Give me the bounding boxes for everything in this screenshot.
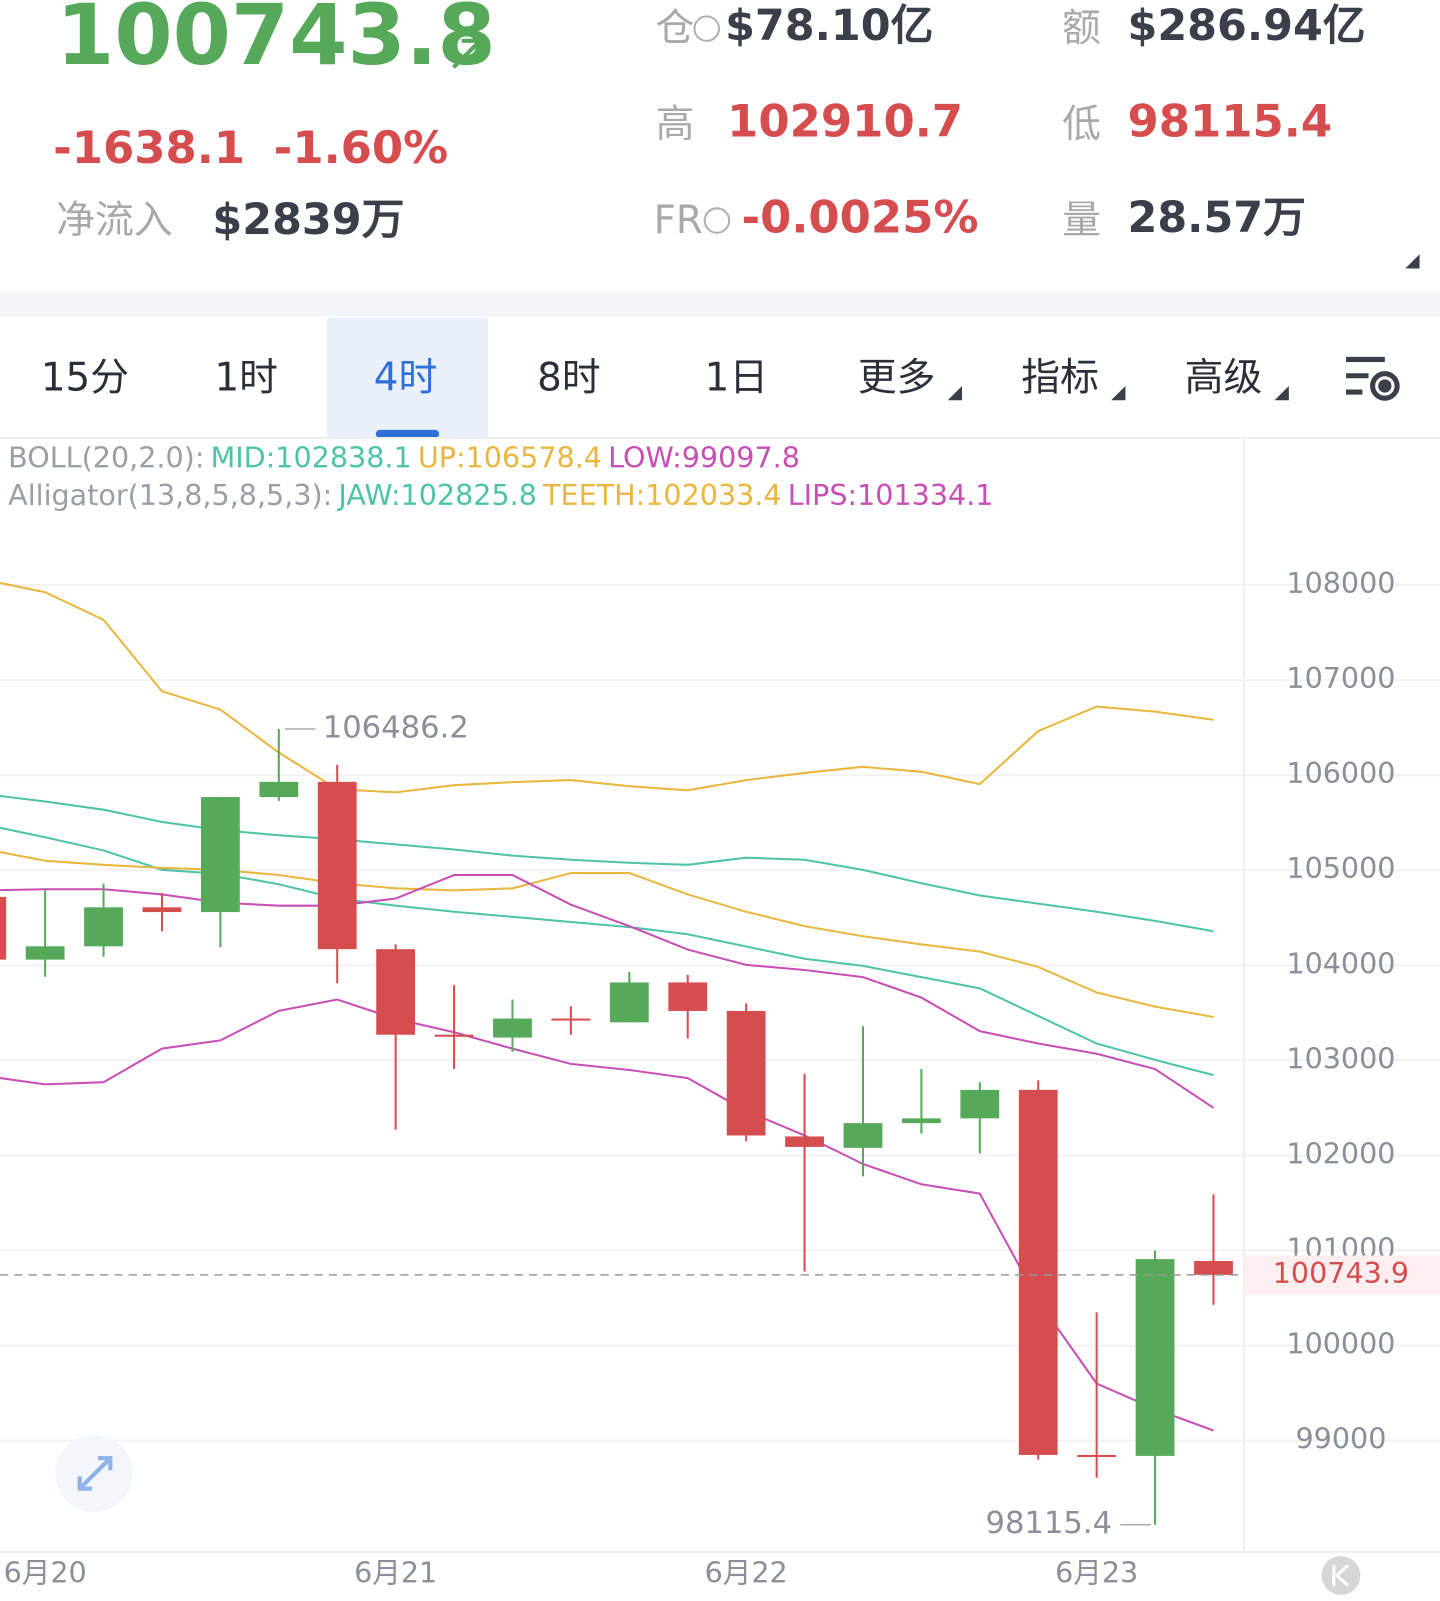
y-tick-label: 103000 bbox=[1286, 1041, 1395, 1075]
candle-body bbox=[1194, 1260, 1233, 1275]
volume: 28.57万 bbox=[1127, 193, 1306, 243]
net-inflow-label: 净流入 bbox=[56, 198, 172, 243]
indicator-legend: BOLL(20,2.0): MID:102838.1 UP:106578.4 LOW:… bbox=[8, 440, 800, 474]
candle-body bbox=[493, 1018, 532, 1038]
candle-body bbox=[785, 1136, 824, 1147]
divider bbox=[0, 290, 1440, 317]
candle-body bbox=[317, 781, 357, 950]
tab-bar: 15分 1时 4时 8时 1日 更多 指标 高级 bbox=[41, 317, 1263, 439]
indicator-line bbox=[0, 581, 1214, 794]
tab[interactable]: 4时 bbox=[374, 355, 437, 400]
ticker-header: 100743.8 -1638.1 -1.60% 净流入 $2839万 仓 $78… bbox=[53, 0, 1420, 269]
y-tick-label: 100000 bbox=[1286, 1327, 1395, 1361]
indicator-title: Alligator(13,8,5,8,5,3): bbox=[8, 478, 332, 512]
tab[interactable]: 8时 bbox=[537, 355, 600, 400]
low: 98115.4 bbox=[1127, 95, 1332, 148]
candle-body bbox=[84, 907, 123, 947]
candle-body bbox=[843, 1123, 883, 1148]
x-tick-label: 6月22 bbox=[705, 1555, 788, 1589]
indicator-value: TEETH:102033.4 bbox=[542, 478, 782, 512]
oi: $78.10亿 bbox=[725, 1, 933, 51]
high-annotation: 106486.2 bbox=[323, 710, 469, 745]
grid bbox=[0, 584, 1440, 1442]
y-tick-label: 99000 bbox=[1295, 1422, 1386, 1456]
x-tick-label: 6月21 bbox=[354, 1555, 437, 1589]
candle-body bbox=[960, 1089, 1000, 1119]
change-pct: -1.60% bbox=[274, 121, 449, 174]
y-tick-label: 104000 bbox=[1286, 946, 1395, 980]
help-icon[interactable] bbox=[703, 207, 731, 234]
tab[interactable]: 1时 bbox=[214, 355, 277, 400]
candle-body bbox=[0, 896, 7, 960]
candle-body bbox=[376, 949, 416, 1035]
oi-label: 仓 bbox=[656, 6, 695, 51]
y-tick-label: 105000 bbox=[1286, 851, 1395, 885]
candle-body bbox=[609, 982, 649, 1023]
tab[interactable]: 指标 bbox=[1021, 355, 1099, 400]
y-tick-label: 107000 bbox=[1286, 661, 1395, 695]
high-label: 高 bbox=[656, 102, 695, 147]
indicator-value: UP:106578.4 bbox=[418, 440, 602, 474]
turnover-label: 额 bbox=[1062, 6, 1101, 51]
help-icon[interactable] bbox=[693, 15, 720, 42]
y-tick-label: 108000 bbox=[1286, 566, 1395, 600]
plot bbox=[0, 581, 1233, 1525]
expand-corner[interactable] bbox=[1405, 254, 1420, 269]
active-tab-bg bbox=[326, 317, 489, 439]
x-tick-label: 6月23 bbox=[1055, 1555, 1138, 1589]
candle-body bbox=[142, 907, 182, 913]
tab[interactable]: 1日 bbox=[705, 355, 768, 400]
indicator-value: MID:102838.1 bbox=[211, 440, 412, 474]
price-tag bbox=[1244, 1255, 1440, 1295]
fr-label: FR bbox=[654, 198, 703, 243]
net-inflow: $2839万 bbox=[212, 195, 404, 245]
indicator-value: JAW:102825.8 bbox=[336, 478, 537, 512]
candle-body bbox=[1077, 1454, 1117, 1457]
x-tick-label: 6月20 bbox=[4, 1555, 87, 1589]
indicator-title: BOLL(20,2.0): bbox=[8, 440, 204, 474]
up-arrow bbox=[452, 38, 483, 69]
indicator-line bbox=[0, 998, 1214, 1432]
y-tick-label: 102000 bbox=[1286, 1136, 1395, 1170]
price-tag-label: 100743.9 bbox=[1273, 1256, 1409, 1290]
candle-body bbox=[1018, 1089, 1058, 1455]
indicator-line bbox=[0, 794, 1214, 933]
indicator-line bbox=[0, 874, 1215, 1109]
candle-body bbox=[901, 1118, 941, 1124]
funding-rate: -0.0025% bbox=[741, 191, 978, 244]
low-label: 低 bbox=[1062, 102, 1101, 147]
indicator-value: LIPS:101334.1 bbox=[788, 478, 994, 512]
last-price: 100743.8 bbox=[56, 0, 496, 84]
indicator-line bbox=[0, 826, 1214, 1077]
high: 102910.7 bbox=[727, 95, 963, 148]
candle-body bbox=[259, 781, 299, 798]
candle-body bbox=[668, 982, 708, 1011]
tab[interactable]: 更多 bbox=[858, 355, 936, 400]
tab[interactable]: 15分 bbox=[41, 355, 129, 400]
low-annotation: 98115.4 bbox=[985, 1506, 1112, 1541]
change: -1638.1 bbox=[53, 121, 245, 174]
active-tab-indicator bbox=[375, 429, 440, 439]
indicator-legend: Alligator(13,8,5,8,5,3): JAW:102825.8 TEET… bbox=[8, 478, 993, 512]
indicator-line bbox=[0, 851, 1214, 1018]
candle-body bbox=[25, 946, 65, 960]
y-tick-label: 106000 bbox=[1286, 756, 1395, 790]
candle-body bbox=[1135, 1259, 1175, 1456]
candle-body bbox=[551, 1018, 591, 1021]
turnover: $286.94亿 bbox=[1127, 1, 1365, 51]
candle-body bbox=[726, 1010, 766, 1136]
indicator-value: LOW:99097.8 bbox=[608, 440, 800, 474]
candle-body bbox=[434, 1034, 474, 1037]
settings-icon[interactable] bbox=[1346, 356, 1400, 401]
tab[interactable]: 高级 bbox=[1185, 355, 1263, 400]
candle-body bbox=[200, 797, 240, 913]
axes: 9900010000010100010200010300010400010500… bbox=[4, 566, 1396, 1589]
volume-label: 量 bbox=[1062, 198, 1101, 243]
kline-logo[interactable] bbox=[1321, 1556, 1361, 1595]
fullscreen-button[interactable] bbox=[55, 1434, 133, 1513]
